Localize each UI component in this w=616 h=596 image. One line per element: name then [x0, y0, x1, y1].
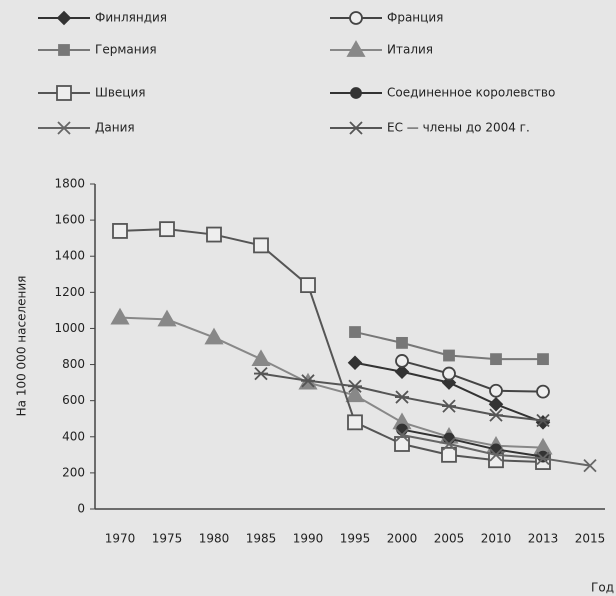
y-tick-label: 800	[62, 357, 85, 371]
legend-marker	[350, 87, 362, 99]
data-point	[251, 349, 271, 367]
data-point	[300, 277, 316, 294]
x-tick-label: 2005	[434, 532, 465, 546]
data-point	[254, 366, 268, 381]
data-point	[490, 443, 502, 456]
data-point	[537, 450, 549, 463]
data-point	[489, 448, 503, 462]
x-tick-label: 1975	[152, 532, 183, 546]
data-point	[394, 436, 410, 452]
legend-label: Дания	[95, 121, 135, 135]
y-tick-label: 600	[62, 393, 85, 407]
legend-label: Соединенное королевство	[387, 86, 555, 100]
data-point	[347, 414, 363, 431]
x-tick-label: 2015	[575, 532, 606, 546]
data-point	[488, 397, 504, 412]
data-point	[253, 237, 269, 254]
data-point	[442, 437, 456, 451]
data-point	[349, 326, 361, 338]
legend-label: Италия	[387, 43, 433, 57]
data-point	[396, 336, 408, 349]
y-tick-label: 200	[62, 465, 85, 479]
y-tick-label: 1000	[54, 321, 85, 335]
data-point	[204, 327, 224, 345]
data-point	[345, 385, 365, 403]
x-tick-label: 1995	[340, 532, 371, 546]
y-tick-label: 1800	[54, 177, 85, 191]
x-tick-label: 1985	[246, 532, 277, 546]
data-point	[490, 353, 502, 366]
x-tick-label: 2013	[528, 532, 559, 546]
y-tick-label: 400	[62, 429, 85, 443]
y-tick-label: 1200	[54, 285, 85, 299]
legend-label: ЕС — члены до 2004 г.	[387, 121, 530, 135]
x-tick-label: 1970	[105, 532, 136, 546]
legend-marker	[56, 85, 72, 101]
series-line	[401, 359, 544, 393]
legend-label: Швеция	[95, 86, 145, 100]
data-point	[159, 221, 175, 238]
data-point	[112, 223, 128, 239]
x-tick-label: 1980	[199, 532, 230, 546]
data-point	[537, 353, 549, 366]
data-point	[443, 349, 455, 362]
data-point	[441, 446, 457, 463]
legend-label: Финляндия	[95, 11, 167, 25]
data-point	[206, 226, 222, 243]
legend-marker	[349, 121, 363, 135]
data-point	[442, 399, 456, 413]
data-point	[396, 423, 408, 436]
x-tick-label: 1990	[293, 532, 324, 546]
data-point	[443, 432, 455, 445]
x-tick-label: 2000	[387, 532, 418, 546]
legend-label: Германия	[95, 43, 157, 57]
data-point	[395, 428, 409, 442]
data-point	[157, 309, 177, 327]
legend-marker	[57, 121, 71, 135]
y-tick-label: 1600	[54, 213, 85, 227]
y-tick-label: 1400	[54, 249, 85, 263]
data-point	[301, 374, 315, 388]
legend-label: Франция	[387, 11, 443, 25]
series-line	[119, 316, 544, 449]
data-point	[583, 459, 597, 473]
legend-marker	[349, 11, 363, 25]
data-point	[347, 355, 363, 371]
y-axis-label: На 100 000 населения	[15, 276, 29, 417]
data-point	[489, 383, 503, 398]
x-tick-label: 2010	[481, 532, 512, 546]
data-point	[394, 364, 410, 380]
y-tick-label: 0	[77, 502, 85, 516]
legend-marker	[346, 40, 366, 57]
data-point	[395, 354, 409, 368]
data-point	[536, 413, 550, 428]
data-point	[348, 379, 362, 393]
data-point	[536, 451, 550, 466]
series-line	[401, 428, 544, 458]
data-point	[442, 366, 456, 381]
series-line	[119, 228, 544, 464]
data-point	[489, 408, 503, 422]
data-point	[395, 390, 409, 404]
data-point	[536, 384, 550, 399]
data-point	[110, 307, 130, 325]
data-point	[441, 375, 457, 390]
legend-marker	[56, 10, 72, 26]
x-axis-label: Год	[591, 581, 614, 595]
legend-marker	[58, 44, 70, 56]
